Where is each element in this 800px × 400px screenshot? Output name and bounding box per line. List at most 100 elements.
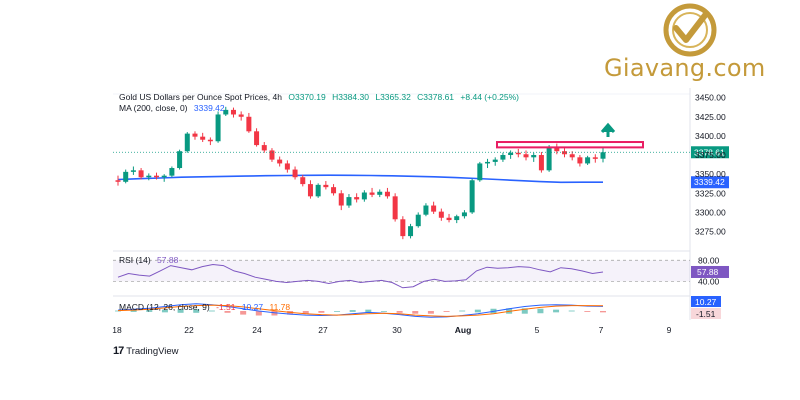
candle-body[interactable] — [477, 163, 483, 181]
candle-body[interactable] — [562, 151, 568, 155]
candle-body[interactable] — [408, 226, 414, 237]
macd-histogram-bar — [318, 311, 325, 313]
candle-body[interactable] — [315, 184, 321, 197]
rsi-level-label: 80.00 — [698, 255, 720, 265]
candle-body[interactable] — [130, 170, 136, 172]
macd-histogram-bar — [177, 309, 184, 313]
up-arrow-icon[interactable] — [600, 122, 616, 137]
last-price-text: 3378.61 — [694, 147, 725, 157]
candle-body[interactable] — [169, 168, 175, 176]
macd-line — [117, 303, 604, 318]
candle-body[interactable] — [300, 177, 306, 185]
candle-body[interactable] — [123, 171, 129, 182]
candle-body[interactable] — [284, 163, 290, 170]
candle-body[interactable] — [592, 157, 598, 159]
candle-body[interactable] — [146, 175, 152, 178]
candle-body[interactable] — [361, 192, 367, 200]
candle-body[interactable] — [508, 152, 514, 156]
candle-body[interactable] — [523, 154, 529, 158]
time-tick-label: 27 — [318, 325, 328, 335]
macd-histogram-bar — [584, 311, 591, 312]
macd-histogram-bar — [208, 310, 215, 312]
candle-body[interactable] — [531, 155, 537, 158]
candle-body[interactable] — [400, 219, 406, 237]
rsi-label: RSI (14) — [119, 255, 151, 265]
rsi-legend: RSI (14) 57.88 — [119, 255, 182, 265]
macd-histogram-bar — [365, 309, 372, 313]
candle-body[interactable] — [485, 161, 491, 164]
candle-body[interactable] — [423, 205, 429, 215]
candle-body[interactable] — [554, 147, 560, 152]
high-value: H3384.30 — [332, 92, 369, 102]
macd-histogram-bar — [380, 311, 387, 312]
ma-legend: MA (200, close, 0) 3339.42 — [119, 103, 229, 113]
candle-body[interactable] — [431, 205, 437, 212]
candle-body[interactable] — [292, 169, 298, 178]
candle-body[interactable] — [338, 193, 344, 206]
ma-value: 3339.42 — [193, 103, 225, 113]
candle-body[interactable] — [369, 192, 375, 195]
candle-body[interactable] — [246, 116, 252, 132]
candle-body[interactable] — [184, 133, 190, 152]
rsi-line — [117, 263, 604, 289]
candle-body[interactable] — [585, 157, 591, 164]
time-tick-label: Aug — [455, 325, 472, 335]
candle-body[interactable] — [269, 150, 275, 160]
candle-body[interactable] — [115, 180, 121, 182]
macd-hist-text: -1.51 — [696, 309, 716, 319]
candle-body[interactable] — [492, 159, 498, 162]
price-tick-label: 3325.00 — [695, 188, 726, 198]
candle-body[interactable] — [215, 114, 221, 142]
candle-body[interactable] — [377, 191, 383, 195]
candle-body[interactable] — [384, 191, 390, 197]
candle-body[interactable] — [415, 214, 421, 227]
tradingview-icon: 17 — [113, 345, 124, 357]
candle-body[interactable] — [307, 184, 313, 197]
candle-body[interactable] — [392, 196, 398, 220]
time-tick-label: 7 — [599, 325, 604, 335]
candle-body[interactable] — [277, 159, 283, 164]
candle-body[interactable] — [454, 216, 460, 221]
macd-histogram-bar — [302, 311, 309, 314]
candle-body[interactable] — [238, 114, 244, 117]
candle-body[interactable] — [331, 187, 337, 194]
candle-body[interactable] — [438, 211, 444, 218]
change-value: +8.44 (+0.25%) — [460, 92, 520, 102]
candle-body[interactable] — [223, 109, 229, 115]
rsi-value-text: 57.88 — [697, 267, 719, 277]
candle-body[interactable] — [323, 184, 329, 188]
candle-body[interactable] — [600, 152, 606, 159]
candle-body[interactable] — [469, 180, 475, 213]
candle-body[interactable] — [546, 147, 552, 171]
candle-body[interactable] — [261, 145, 267, 151]
open-value: O3370.19 — [288, 92, 326, 102]
price-tick-label: 3450.00 — [695, 93, 726, 103]
candle-body[interactable] — [461, 212, 467, 217]
time-tick-label: 18 — [112, 325, 122, 335]
resistance-zone-box[interactable] — [496, 141, 644, 149]
time-tick-label: 9 — [667, 325, 672, 335]
candle-body[interactable] — [569, 154, 575, 158]
ma-200-line — [117, 174, 603, 184]
candle-body[interactable] — [230, 109, 236, 115]
candle-body[interactable] — [153, 175, 159, 178]
candle-body[interactable] — [192, 133, 198, 137]
symbol-title: Gold US Dollars per Ounce Spot Prices, 4… — [119, 92, 282, 102]
candle-body[interactable] — [500, 155, 506, 160]
candle-body[interactable] — [200, 136, 206, 140]
candle-body[interactable] — [577, 157, 583, 164]
candle-body[interactable] — [446, 217, 452, 221]
candle-body[interactable] — [161, 175, 167, 178]
candle-body[interactable] — [254, 131, 260, 146]
candle-body[interactable] — [207, 139, 213, 142]
macd-legend: MACD (12, 26, close, 9) -1.51 10.27 11.7… — [119, 302, 294, 312]
candle-body[interactable] — [515, 152, 521, 155]
candle-body[interactable] — [538, 155, 544, 171]
time-tick-label: 5 — [535, 325, 540, 335]
candle-body[interactable] — [346, 197, 352, 206]
candle-body[interactable] — [138, 170, 144, 178]
macd-histogram-bar — [255, 311, 262, 316]
candle-body[interactable] — [177, 151, 183, 169]
time-tick-label: 22 — [184, 325, 194, 335]
candle-body[interactable] — [354, 197, 360, 200]
